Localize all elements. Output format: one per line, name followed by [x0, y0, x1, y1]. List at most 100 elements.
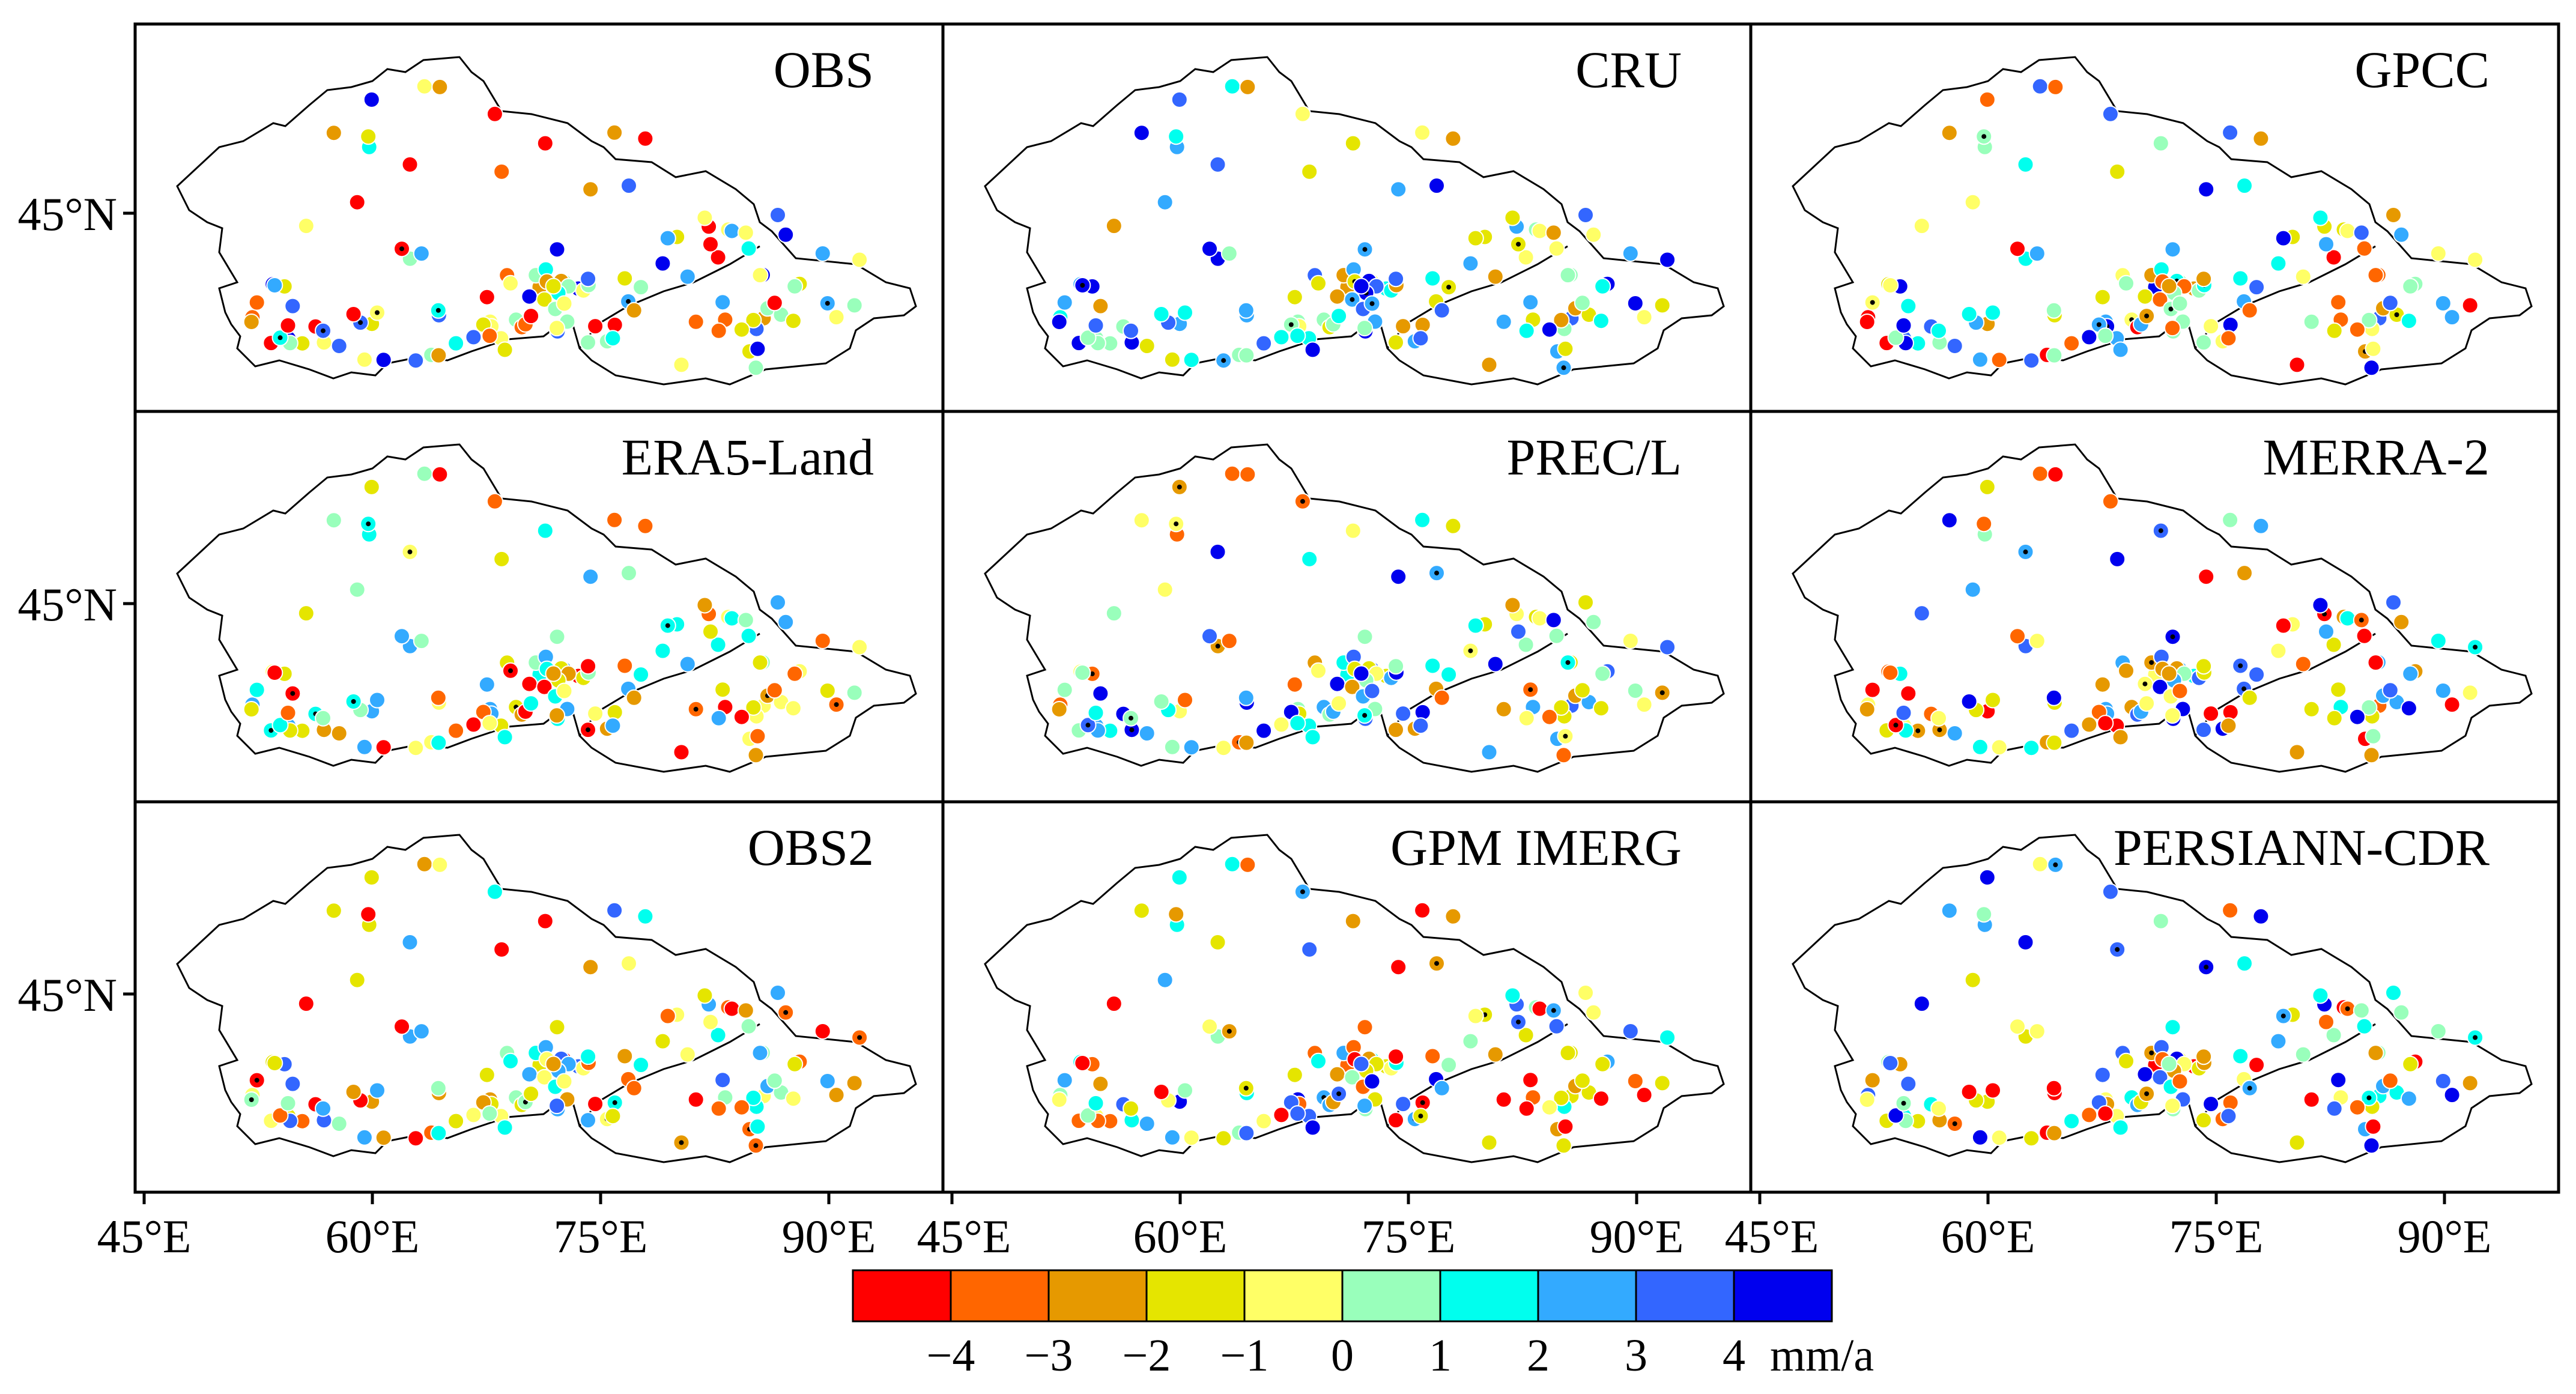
station-marker: [1163, 738, 1181, 756]
station-marker: [486, 105, 503, 123]
station-marker: [486, 492, 503, 510]
station-marker: [851, 251, 868, 268]
station-marker: [2202, 318, 2220, 335]
station-marker: [2017, 156, 2034, 173]
station-marker: [447, 722, 465, 739]
station-marker: [769, 207, 786, 223]
station-marker: [521, 675, 538, 692]
station-marker: [2164, 320, 2181, 337]
station-marker: [330, 1115, 348, 1132]
station-marker: [1480, 1134, 1498, 1151]
station-marker: [659, 1007, 676, 1025]
station-marker: [747, 359, 765, 377]
station-marker: [1215, 739, 1232, 757]
station-marker: [2400, 1090, 2417, 1108]
panel-gpcc: GPCC: [1792, 41, 2533, 386]
station-marker: [1553, 699, 1570, 716]
station-marker: [1310, 662, 1327, 679]
station-marker: [632, 279, 650, 296]
station-marker: [851, 638, 868, 656]
station-marker: [1557, 340, 1574, 357]
station-marker: [1168, 906, 1185, 923]
station-marker: [777, 613, 795, 631]
panel-grid: [133, 22, 2560, 1194]
significance-dot: [665, 623, 670, 628]
station-marker: [587, 318, 604, 335]
station-marker: [2195, 658, 2213, 675]
station-marker: [1105, 605, 1123, 622]
significance-dot: [1434, 571, 1439, 576]
station-marker: [1424, 270, 1441, 287]
station-marker: [2118, 1052, 2135, 1070]
station-marker: [496, 341, 514, 359]
station-marker: [1487, 268, 1504, 285]
station-marker: [248, 294, 265, 311]
station-marker: [348, 971, 366, 989]
station-marker: [1286, 288, 1303, 306]
significance-dot: [2149, 660, 2154, 665]
station-marker: [2045, 302, 2062, 319]
station-marker: [556, 682, 573, 700]
station-marker: [1895, 704, 1912, 721]
station-marker: [1387, 721, 1404, 739]
station-marker: [1559, 1044, 1577, 1062]
station-marker: [2294, 655, 2312, 673]
significance-dot: [1288, 322, 1294, 327]
station-marker: [625, 302, 643, 319]
colorbar-segment: [1243, 1269, 1344, 1323]
station-marker: [1056, 294, 1073, 311]
significance-dot: [508, 668, 513, 673]
x-tick-label: 45°E: [917, 1210, 1011, 1262]
station-marker: [536, 912, 554, 930]
colorbar-segment: [852, 1269, 952, 1323]
station-marker: [2195, 721, 2212, 739]
significance-dot: [2168, 306, 2174, 312]
panel-obs: OBS: [176, 41, 917, 386]
station-marker: [1153, 306, 1170, 323]
station-marker: [431, 78, 449, 95]
significance-dot: [1085, 723, 1091, 728]
station-marker: [1412, 330, 1429, 347]
station-marker: [1930, 322, 1947, 339]
station-marker: [1428, 177, 1445, 195]
panel-gpm: GPM IMERG: [984, 819, 1725, 1163]
station-marker: [2363, 359, 2380, 377]
station-marker: [2385, 594, 2402, 611]
station-marker: [315, 709, 332, 727]
station-marker: [413, 245, 430, 262]
station-marker: [702, 623, 719, 640]
station-marker: [2356, 627, 2373, 644]
station-marker: [1153, 1083, 1170, 1100]
x-tick-label: 45°E: [1725, 1210, 1819, 1262]
station-marker: [1304, 341, 1321, 359]
station-marker: [587, 1096, 604, 1113]
station-marker: [751, 654, 769, 671]
station-marker: [2363, 1137, 2380, 1154]
station-marker: [369, 1082, 386, 1099]
station-marker: [2023, 352, 2040, 369]
significance-dot: [1336, 1091, 1342, 1097]
station-marker: [2136, 1065, 2154, 1083]
station-marker: [297, 605, 315, 622]
x-tick-label: 75°E: [1362, 1210, 1456, 1262]
significance-dot: [1369, 301, 1375, 306]
station-marker: [2102, 883, 2119, 900]
station-marker: [1585, 613, 1602, 631]
station-marker: [625, 689, 643, 706]
station-marker: [2080, 329, 2098, 346]
station-marker: [1238, 1124, 1255, 1142]
significance-dot: [2394, 312, 2399, 317]
station-marker: [1387, 1112, 1404, 1129]
station-marker: [1635, 696, 1653, 714]
colorbar-segment: [1733, 1269, 1833, 1323]
station-marker: [2009, 240, 2026, 258]
station-marker: [548, 628, 566, 646]
colorbar-tick-label: −3: [1025, 1330, 1073, 1381]
station-marker: [2365, 340, 2382, 357]
station-marker: [2461, 684, 2479, 702]
station-marker: [2023, 739, 2040, 757]
station-marker: [2339, 222, 2356, 240]
station-marker: [2348, 708, 2366, 726]
station-marker: [1574, 1072, 1591, 1089]
station-marker: [2151, 1068, 2169, 1086]
